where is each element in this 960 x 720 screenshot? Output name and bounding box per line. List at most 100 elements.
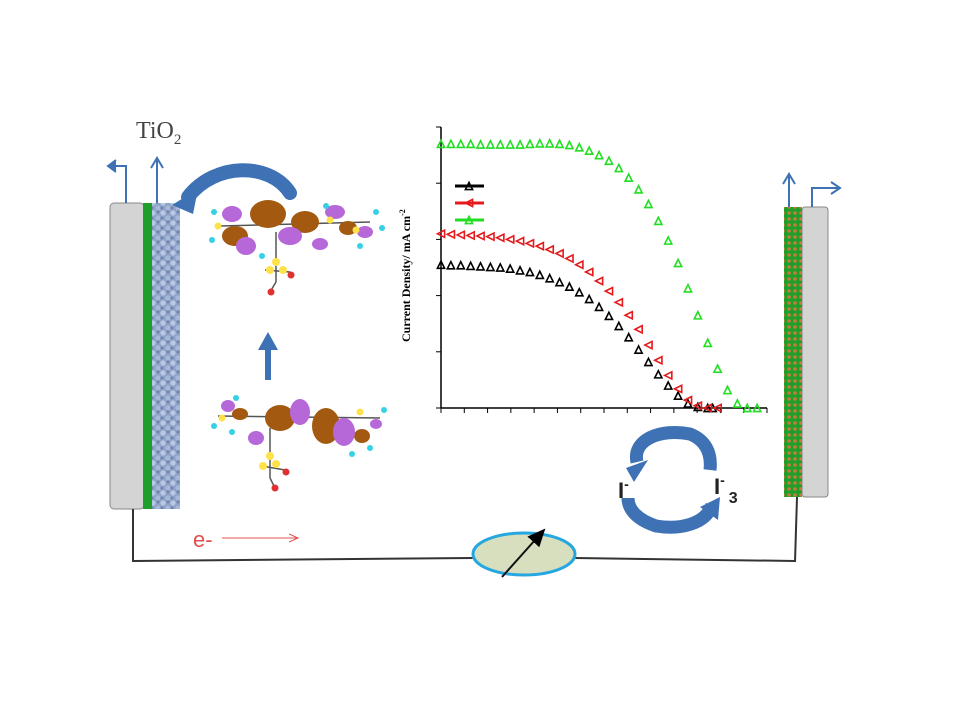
triiodide-label: I-3 [714, 472, 738, 507]
data-point [475, 231, 485, 241]
data-point [465, 260, 476, 271]
data-point [583, 267, 594, 277]
data-point [742, 402, 753, 413]
data-point [692, 400, 703, 411]
data-point [525, 266, 535, 277]
data-point [623, 310, 634, 321]
legend-entry-1 [455, 180, 484, 191]
cathode-wire [794, 496, 798, 563]
data-point [584, 293, 595, 304]
data-point [672, 383, 683, 394]
data-point [573, 259, 584, 270]
data-point [534, 137, 545, 148]
data-point [673, 390, 683, 401]
data-point [643, 356, 654, 367]
data-point [574, 286, 585, 297]
data-point [564, 253, 574, 264]
homo-orbital [211, 395, 387, 492]
data-point [702, 402, 713, 413]
data-point [485, 261, 496, 272]
data-point [515, 139, 525, 149]
series-layer [435, 137, 763, 413]
data-point [603, 286, 614, 296]
data-point [683, 282, 693, 293]
data-point [712, 363, 723, 374]
series-3 [436, 137, 763, 413]
data-point [534, 241, 545, 252]
data-point [662, 370, 673, 381]
data-point [604, 155, 614, 166]
data-point [494, 232, 505, 243]
legend-entry-2 [455, 198, 484, 208]
data-point [554, 276, 565, 287]
data-point [505, 263, 516, 274]
data-point [613, 297, 624, 308]
data-point [732, 398, 743, 408]
electron-label: e- [193, 527, 213, 552]
data-point [495, 139, 506, 149]
anode-glass [109, 202, 145, 510]
data-point [505, 139, 516, 149]
legend-marker [464, 180, 474, 191]
data-point [702, 337, 713, 348]
data-point [525, 138, 535, 149]
data-point [455, 259, 466, 270]
lumo-orbital [209, 200, 385, 296]
y-axis-label: Current Density/ mA cm-2 [398, 209, 413, 342]
load-meter [471, 528, 577, 578]
platinum-layer [784, 207, 802, 497]
data-point [702, 403, 713, 413]
data-point [515, 264, 525, 275]
data-point [445, 259, 456, 270]
cathode-out-arrows [782, 172, 842, 207]
data-point [514, 236, 525, 246]
data-point [544, 272, 555, 283]
plot-frame [441, 127, 767, 408]
data-point [692, 309, 703, 320]
legend-marker [464, 214, 474, 225]
cathode-glass [801, 206, 829, 498]
y-ticks [436, 126, 441, 409]
data-point [604, 310, 614, 321]
data-point [712, 403, 723, 413]
legend-marker [463, 198, 474, 208]
data-point [554, 248, 564, 259]
data-point [673, 257, 683, 268]
data-point [682, 395, 693, 406]
counter-electrode [784, 206, 829, 563]
jv-plot: Current Density/ mA cm-2 [398, 126, 768, 413]
data-point [633, 324, 643, 335]
data-point [465, 138, 476, 149]
data-point [633, 344, 644, 354]
data-point [445, 229, 456, 240]
data-point [564, 281, 575, 292]
data-point [653, 368, 664, 379]
data-point [593, 276, 604, 286]
data-point [534, 269, 545, 280]
iodide-label: I- [618, 476, 629, 503]
data-point [722, 384, 733, 395]
redox-cycle: I- I-3 [618, 425, 738, 534]
data-point [613, 320, 624, 331]
data-point [544, 137, 555, 148]
excitation-arrow [258, 332, 278, 380]
data-point [485, 139, 496, 149]
legend [455, 180, 484, 225]
data-point [455, 230, 466, 240]
data-point [594, 301, 604, 312]
data-point [663, 380, 674, 390]
data-point [554, 138, 565, 149]
data-point [475, 139, 486, 149]
tio2-layer [152, 203, 180, 509]
data-point [435, 228, 446, 239]
data-point [495, 262, 506, 272]
data-point [465, 230, 476, 241]
data-point [652, 355, 663, 366]
data-point [663, 235, 674, 245]
injection-arrow [172, 163, 297, 214]
data-point [574, 141, 585, 152]
legend-entry-3 [455, 214, 484, 225]
data-point [504, 234, 515, 245]
data-point [613, 162, 624, 173]
